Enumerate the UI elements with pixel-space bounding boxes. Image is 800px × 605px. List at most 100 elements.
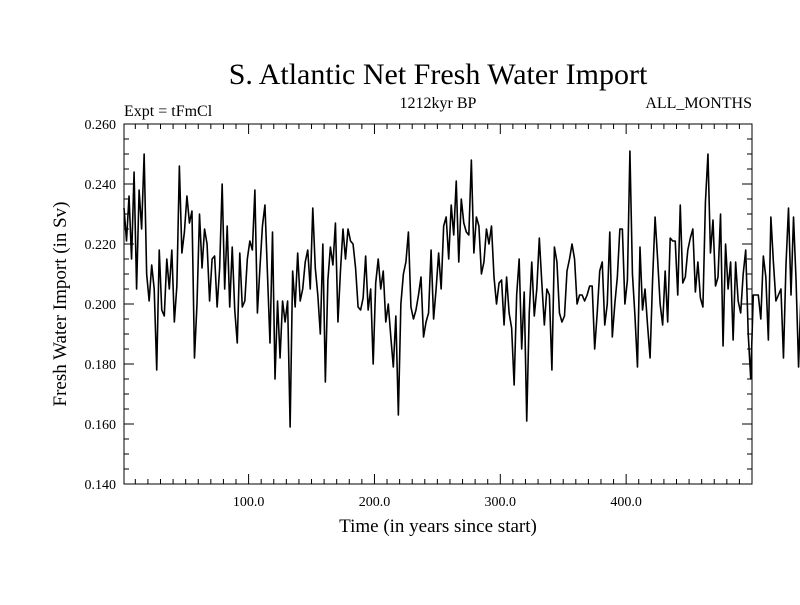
data-point [589, 286, 590, 287]
data-point [791, 295, 792, 296]
data-point [592, 286, 593, 287]
data-point [166, 259, 167, 260]
data-point [735, 262, 736, 263]
data-point [645, 289, 646, 290]
data-point [509, 313, 510, 314]
data-point [267, 274, 268, 275]
x-tick-label: 300.0 [485, 495, 517, 510]
data-point [481, 274, 482, 275]
data-point [207, 244, 208, 245]
data-point [524, 292, 525, 293]
data-point [750, 379, 751, 380]
y-axis-label: Fresh Water Import (in Sv) [50, 202, 71, 407]
data-point [599, 271, 600, 272]
data-point [438, 253, 439, 254]
data-point [325, 382, 326, 383]
data-point [577, 304, 578, 305]
data-point [242, 307, 243, 308]
data-point [411, 307, 412, 308]
data-point [660, 304, 661, 305]
data-point [144, 154, 145, 155]
data-point [698, 262, 699, 263]
data-point [265, 205, 266, 206]
y-tick-label: 0.240 [85, 178, 117, 193]
data-point [340, 271, 341, 272]
data-point [778, 295, 779, 296]
y-tick-label: 0.160 [85, 418, 117, 433]
data-point [715, 286, 716, 287]
data-point [506, 277, 507, 278]
data-point [514, 385, 515, 386]
data-point [255, 190, 256, 191]
experiment-label: Expt = tFmCl [124, 103, 213, 120]
data-point [549, 295, 550, 296]
data-point [174, 322, 175, 323]
data-point [282, 301, 283, 302]
data-point [572, 244, 573, 245]
data-point [486, 229, 487, 230]
data-point [743, 274, 744, 275]
data-point [209, 301, 210, 302]
data-point [554, 247, 555, 248]
data-point [441, 289, 442, 290]
data-point [395, 316, 396, 317]
data-point [179, 166, 180, 167]
data-point [672, 241, 673, 242]
data-point [237, 343, 238, 344]
data-point [365, 256, 366, 257]
data-point [604, 325, 605, 326]
data-point [234, 310, 235, 311]
data-point [657, 259, 658, 260]
data-point [773, 262, 774, 263]
data-point [463, 223, 464, 224]
data-point [456, 181, 457, 182]
data-point [380, 289, 381, 290]
data-point [375, 283, 376, 284]
data-point [217, 307, 218, 308]
data-point [300, 301, 301, 302]
data-point [705, 202, 706, 203]
data-point [587, 295, 588, 296]
data-point [348, 229, 349, 230]
data-point [156, 370, 157, 371]
data-point [602, 262, 603, 263]
data-point [161, 310, 162, 311]
data-point [197, 304, 198, 305]
data-point [451, 205, 452, 206]
data-point [740, 313, 741, 314]
data-point [136, 289, 137, 290]
data-point [368, 310, 369, 311]
data-point [760, 319, 761, 320]
data-point [194, 358, 195, 359]
data-point [547, 289, 548, 290]
data-point [305, 262, 306, 263]
data-point [788, 208, 789, 209]
data-point [519, 259, 520, 260]
data-point [247, 259, 248, 260]
chart-subtitle: 1212kyr BP [400, 95, 477, 112]
data-point [385, 322, 386, 323]
data-point [212, 259, 213, 260]
data-point [458, 262, 459, 263]
data-point [177, 286, 178, 287]
data-point [149, 301, 150, 302]
data-point [403, 274, 404, 275]
data-point [416, 310, 417, 311]
data-point [786, 265, 787, 266]
data-point [378, 259, 379, 260]
data-point [126, 241, 127, 242]
data-point [675, 241, 676, 242]
data-point [582, 295, 583, 296]
data-point [700, 298, 701, 299]
data-point [287, 301, 288, 302]
data-point [710, 253, 711, 254]
data-point [141, 229, 142, 230]
data-point [798, 367, 799, 368]
data-point [569, 259, 570, 260]
data-point [597, 313, 598, 314]
data-point [260, 268, 261, 269]
data-point [292, 271, 293, 272]
data-point [280, 358, 281, 359]
data-point [562, 322, 563, 323]
data-point [448, 259, 449, 260]
